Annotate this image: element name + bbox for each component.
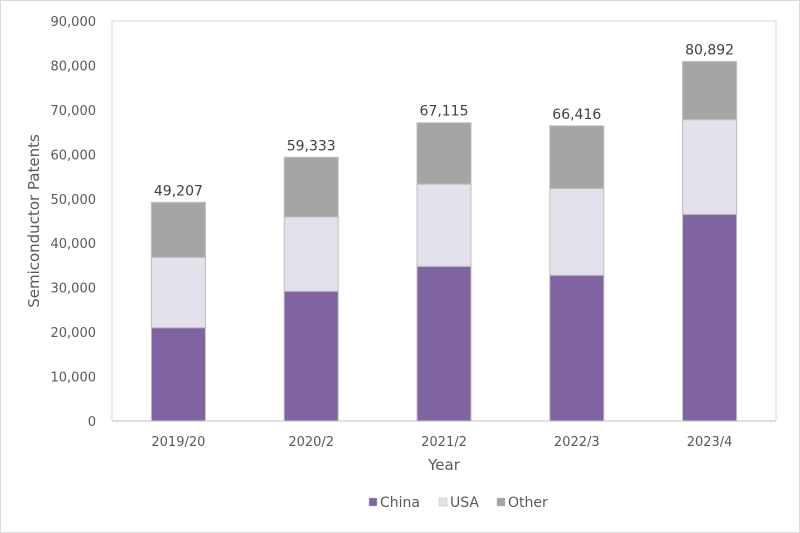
y-tick-label: 80,000	[51, 59, 97, 74]
y-tick-label: 40,000	[51, 237, 97, 252]
bar-segment-usa	[283, 216, 339, 292]
bar-segment-usa	[549, 188, 605, 276]
bar-segment-china	[682, 213, 738, 422]
bar-segment-china	[150, 327, 206, 422]
bar-segment-usa	[682, 119, 738, 215]
legend-swatch-usa	[438, 497, 448, 507]
bar-segment-china	[283, 290, 339, 422]
bar-total-label: 80,892	[685, 42, 734, 58]
x-tick-label: 2022/3	[554, 435, 600, 450]
bar-segment-other	[682, 60, 738, 121]
total-labels: 49,207 59,333 67,115 66,416 80,892	[154, 42, 734, 199]
bar-total-label: 49,207	[154, 183, 203, 199]
x-tick-label: 2021/2	[421, 435, 467, 450]
bar-segment-china	[416, 265, 472, 422]
legend-swatch-other	[496, 497, 506, 507]
bar-segment-other	[416, 122, 472, 185]
y-tick-label: 10,000	[51, 371, 97, 386]
bar-segment-other	[283, 156, 339, 218]
bar-total-label: 67,115	[420, 104, 469, 120]
bars	[150, 60, 738, 422]
x-axis-ticks: 2019/20 2020/2 2021/2 2022/3 2023/4	[151, 435, 732, 450]
legend-swatch-china	[368, 497, 378, 507]
bar-segment-usa	[416, 183, 472, 267]
bar-segment-other	[150, 201, 206, 258]
x-tick-label: 2020/2	[288, 435, 334, 450]
x-tick-label: 2019/20	[151, 435, 205, 450]
y-axis-title: Semiconductor Patents	[25, 134, 43, 308]
bar-segment-usa	[150, 256, 206, 329]
x-tick-label: 2023/4	[687, 435, 733, 450]
y-axis-ticks: 0 10,000 20,000 30,000 40,000 50,000 60,000 70,…	[51, 15, 97, 430]
y-tick-label: 0	[88, 415, 96, 430]
bar-total-label: 66,416	[552, 107, 601, 123]
x-axis-title: Year	[427, 456, 461, 474]
y-tick-label: 20,000	[51, 326, 97, 341]
y-tick-label: 60,000	[51, 148, 97, 163]
bar-total-label: 59,333	[287, 138, 336, 154]
legend-label-china: China	[380, 495, 420, 511]
legend-label-usa: USA	[450, 495, 479, 511]
y-tick-label: 30,000	[51, 282, 97, 297]
y-tick-label: 90,000	[51, 15, 97, 30]
y-tick-label: 50,000	[51, 193, 97, 208]
legend: China USA Other	[368, 495, 548, 511]
y-tick-label: 70,000	[51, 104, 97, 119]
legend-label-other: Other	[508, 495, 548, 511]
bar-segment-other	[549, 125, 605, 190]
bar-segment-china	[549, 274, 605, 422]
